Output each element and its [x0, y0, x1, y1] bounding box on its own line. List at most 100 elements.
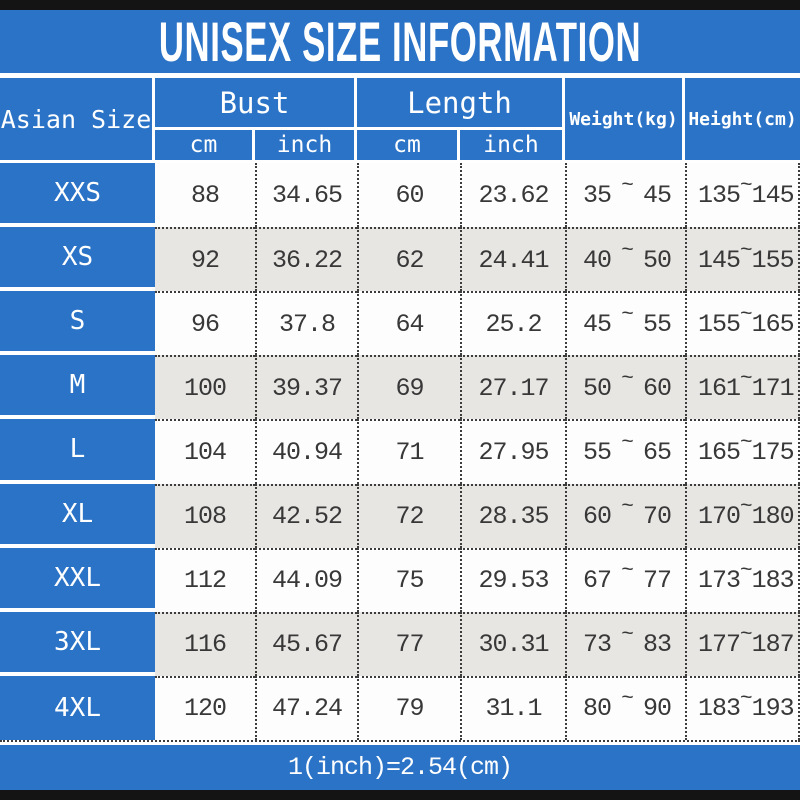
subheader-bust-cm: cm — [155, 130, 255, 160]
height-min: 161 — [698, 373, 741, 403]
bust-inch-cell: 42.52 — [255, 483, 357, 548]
weight-max: 45 — [642, 180, 672, 210]
bust-cm-cell: 100 — [155, 355, 255, 420]
length-cm-cell: 77 — [357, 611, 460, 676]
size-label: S — [0, 291, 155, 356]
tilde-glyph: ~ — [740, 303, 753, 327]
weight-range-cell: 55 ~ 65 — [565, 419, 685, 484]
length-inch-cell: 29.53 — [460, 547, 565, 612]
bust-inch-cell: 45.67 — [255, 611, 357, 676]
length-inch-cell: 30.31 — [460, 611, 565, 676]
weight-range-cell: 45 ~ 55 — [565, 291, 685, 356]
weight-min: 50 — [583, 373, 612, 403]
size-label: M — [0, 355, 155, 420]
length-inch-cell: 23.62 — [460, 163, 565, 228]
height-min: 165 — [698, 437, 741, 467]
footer-band: 1(inch)=2.54(cm) — [0, 745, 800, 790]
weight-max: 83 — [642, 630, 672, 660]
bust-cm-cell: 112 — [155, 547, 255, 612]
column-header-weight: Weight(kg) — [565, 78, 685, 160]
bust-inch-cell: 40.94 — [255, 419, 357, 484]
bust-cm-cell: 108 — [155, 483, 255, 548]
tilde-glyph: ~ — [740, 560, 753, 584]
weight-range-cell: 40 ~ 50 — [565, 227, 685, 292]
height-max: 187 — [751, 630, 795, 660]
height-range-cell: 173 ~ 183 — [685, 547, 800, 612]
height-min: 173 — [698, 566, 741, 596]
length-inch-cell: 24.41 — [460, 227, 565, 292]
title-band: UNISEX SIZE INFORMATION — [0, 10, 800, 73]
size-label: 3XL — [0, 611, 155, 676]
height-max: 193 — [751, 694, 795, 724]
height-range-cell: 183 ~ 193 — [685, 675, 800, 740]
weight-range-cell: 60 ~ 70 — [565, 483, 685, 548]
length-cm-cell: 60 — [357, 163, 460, 228]
weight-min: 40 — [583, 245, 612, 275]
tilde-glyph: ~ — [740, 688, 753, 712]
length-cm-cell: 64 — [357, 291, 460, 356]
weight-max: 90 — [642, 694, 672, 724]
length-inch-cell: 25.2 — [460, 291, 565, 356]
subheader-bust-inch: inch — [255, 130, 357, 160]
height-range-cell: 155 ~ 165 — [685, 291, 800, 356]
size-label: XS — [0, 227, 155, 292]
length-cm-cell: 75 — [357, 547, 460, 612]
height-range-cell: 170 ~ 180 — [685, 483, 800, 548]
weight-min: 73 — [583, 630, 612, 660]
weight-min: 80 — [583, 694, 612, 724]
weight-range-cell: 50 ~ 60 — [565, 355, 685, 420]
height-min: 155 — [698, 309, 741, 339]
tilde-glyph: ~ — [621, 431, 634, 455]
weight-range-cell: 67 ~ 77 — [565, 547, 685, 612]
weight-min: 67 — [583, 566, 612, 596]
conversion-note: 1(inch)=2.54(cm) — [287, 753, 513, 782]
bust-cm-cell: 120 — [155, 675, 255, 740]
length-inch-cell: 31.1 — [460, 675, 565, 740]
height-range-cell: 177 ~ 187 — [685, 611, 800, 676]
tilde-glyph: ~ — [621, 688, 634, 712]
tilde-glyph: ~ — [621, 496, 634, 520]
bust-cm-cell: 116 — [155, 611, 255, 676]
tilde-glyph: ~ — [740, 239, 753, 263]
tilde-glyph: ~ — [621, 367, 634, 391]
weight-max: 70 — [642, 502, 672, 532]
tilde-glyph: ~ — [621, 624, 634, 648]
weight-max: 77 — [642, 566, 672, 596]
height-min: 145 — [698, 245, 741, 275]
column-header-length: Length — [357, 78, 565, 130]
bust-inch-cell: 36.22 — [255, 227, 357, 292]
bust-cm-cell: 88 — [155, 163, 255, 228]
size-label: 4XL — [0, 675, 155, 740]
column-header-asian-size: Asian Size — [0, 78, 155, 160]
size-label: XXS — [0, 163, 155, 228]
weight-max: 60 — [642, 373, 672, 403]
table-header: Asian Size Bust Length cm inch cm inch W… — [0, 78, 800, 160]
tilde-glyph: ~ — [621, 303, 634, 327]
tilde-glyph: ~ — [621, 239, 634, 263]
bust-cm-cell: 92 — [155, 227, 255, 292]
tilde-glyph: ~ — [621, 560, 634, 584]
length-cm-cell: 69 — [357, 355, 460, 420]
height-max: 175 — [751, 437, 795, 467]
subheader-length-cm: cm — [357, 130, 460, 160]
title-separator — [0, 73, 800, 78]
tilde-glyph: ~ — [740, 624, 753, 648]
height-range-cell: 135 ~ 145 — [685, 163, 800, 228]
height-min: 170 — [698, 502, 741, 532]
height-min: 135 — [698, 180, 741, 210]
height-range-cell: 165 ~ 175 — [685, 419, 800, 484]
page-title: UNISEX SIZE INFORMATION — [158, 10, 642, 73]
weight-min: 35 — [583, 180, 612, 210]
weight-min: 55 — [583, 437, 612, 467]
weight-min: 60 — [583, 502, 612, 532]
height-max: 171 — [751, 373, 795, 403]
top-edge-bar — [0, 0, 800, 10]
bottom-edge-bar — [0, 790, 800, 800]
length-cm-cell: 62 — [357, 227, 460, 292]
weight-max: 65 — [642, 437, 672, 467]
bust-inch-cell: 47.24 — [255, 675, 357, 740]
length-cm-cell: 71 — [357, 419, 460, 484]
bust-cm-cell: 104 — [155, 419, 255, 484]
bust-inch-cell: 37.8 — [255, 291, 357, 356]
